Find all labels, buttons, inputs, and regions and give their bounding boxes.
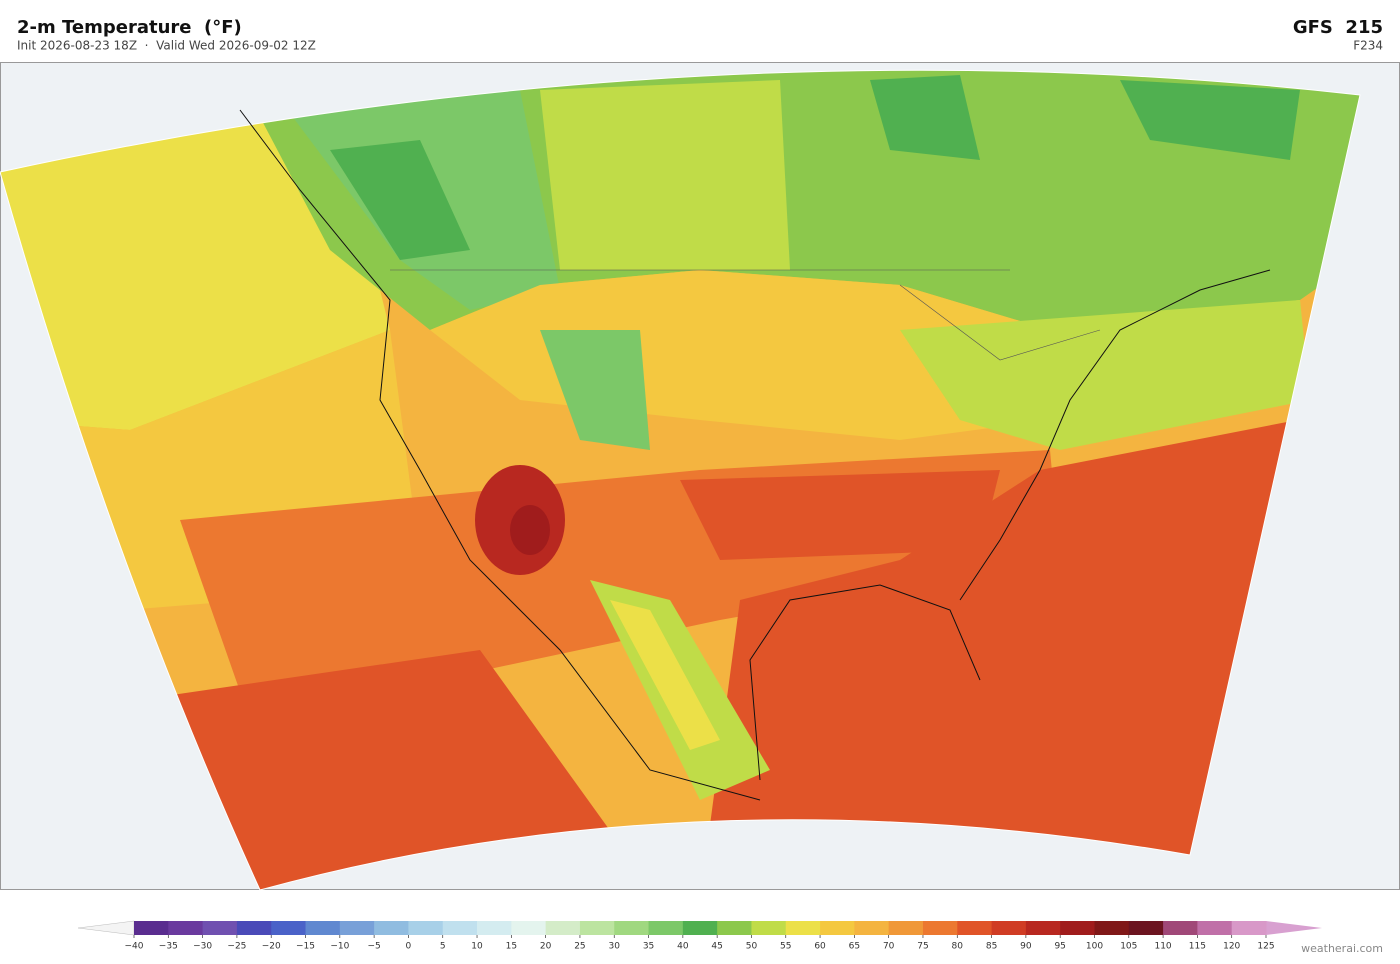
tick-label: −15 — [296, 942, 315, 952]
colorbar-segment — [134, 921, 169, 935]
colorbar-under — [77, 920, 135, 936]
tick-label: −25 — [227, 942, 246, 952]
colorbar-segment — [1094, 921, 1130, 935]
tick-label: 120 — [1223, 942, 1240, 952]
colorbar-segment — [1128, 921, 1164, 935]
tick-label: 15 — [506, 942, 517, 952]
tick-label: −35 — [159, 942, 178, 952]
colorbar-segment — [1025, 921, 1061, 935]
forecast-hour: F234 — [1353, 39, 1383, 53]
tick-label: 90 — [1020, 942, 1032, 952]
colorbar-segment — [717, 921, 752, 935]
colorbar-segment — [682, 921, 718, 935]
coastline — [239, 109, 1271, 801]
tick-label: 75 — [917, 942, 928, 952]
colorbar-segment — [511, 921, 547, 935]
tick-label: 100 — [1086, 942, 1103, 952]
colorbar-segment — [785, 921, 821, 935]
colorbar-segment — [854, 921, 890, 935]
colorbar-segment — [579, 921, 615, 935]
tick-label: 40 — [677, 942, 689, 952]
colorbar-segment — [1231, 921, 1267, 935]
colorbar-segment — [1197, 921, 1233, 935]
colorbar-segment — [648, 921, 684, 935]
tick-label: 65 — [849, 942, 860, 952]
tick-label: 80 — [952, 942, 964, 952]
model-name: GFS 215 — [1293, 17, 1383, 38]
tick-label: −10 — [330, 942, 349, 952]
tick-label: 85 — [986, 942, 997, 952]
tick-label: 105 — [1120, 942, 1137, 952]
tick-label: 25 — [574, 942, 585, 952]
tick-label: −40 — [125, 942, 144, 952]
domain-edge — [0, 69, 1361, 891]
tick-label: 45 — [711, 942, 722, 952]
colorbar-segment — [168, 921, 204, 935]
tick-label: 115 — [1189, 942, 1206, 952]
borders — [390, 269, 1101, 361]
credit: weatherai.com — [1301, 942, 1383, 955]
tick-label: 55 — [780, 942, 791, 952]
subtitle: Init 2026-08-23 18Z · Valid Wed 2026-09-… — [17, 39, 316, 53]
tick-label: −5 — [367, 942, 380, 952]
colorbar-segment — [202, 921, 238, 935]
tick-label: 110 — [1154, 942, 1171, 952]
tick-label: 10 — [471, 942, 483, 952]
tick-label: 60 — [814, 942, 826, 952]
colorbar-segment — [442, 921, 478, 935]
colorbar-segment — [339, 921, 375, 935]
tick-label: 5 — [440, 942, 446, 952]
colorbar-segment — [957, 921, 993, 935]
temperature-field — [0, 70, 1360, 890]
colorbar-segment — [820, 921, 855, 935]
tick-label: −30 — [193, 942, 212, 952]
colorbar-segment — [1060, 921, 1095, 935]
tick-label: 95 — [1054, 942, 1065, 952]
colorbar: −40 −35 −30 −25 −20 −15 −10 −5 0 5 10 15 20 25 30 35 40 4… — [77, 920, 1322, 952]
colorbar-segment — [374, 921, 409, 935]
map — [0, 62, 1400, 891]
colorbar-segment — [991, 921, 1027, 935]
colorbar-segment — [236, 921, 272, 935]
colorbar-segment — [614, 921, 650, 935]
tick-label: 50 — [746, 942, 758, 952]
title: 2-m Temperature (°F) — [17, 17, 242, 38]
colorbar-over — [1266, 921, 1322, 935]
colorbar-segment — [408, 921, 444, 935]
colorbar-segment — [545, 921, 581, 935]
colorbar-segment — [1163, 921, 1198, 935]
tick-label: 30 — [609, 942, 621, 952]
colorbar-segment — [477, 921, 512, 935]
colorbar-segment — [271, 921, 307, 935]
tick-label: 20 — [540, 942, 552, 952]
colorbar-segment — [922, 921, 958, 935]
tick-label: 125 — [1257, 942, 1274, 952]
colorbar-segment — [305, 921, 341, 935]
colorbar-segment — [751, 921, 787, 935]
tick-label: 35 — [643, 942, 654, 952]
tick-label: −20 — [262, 942, 281, 952]
colorbar-segment — [888, 921, 924, 935]
tick-label: 70 — [883, 942, 895, 952]
tick-label: 0 — [406, 942, 412, 952]
